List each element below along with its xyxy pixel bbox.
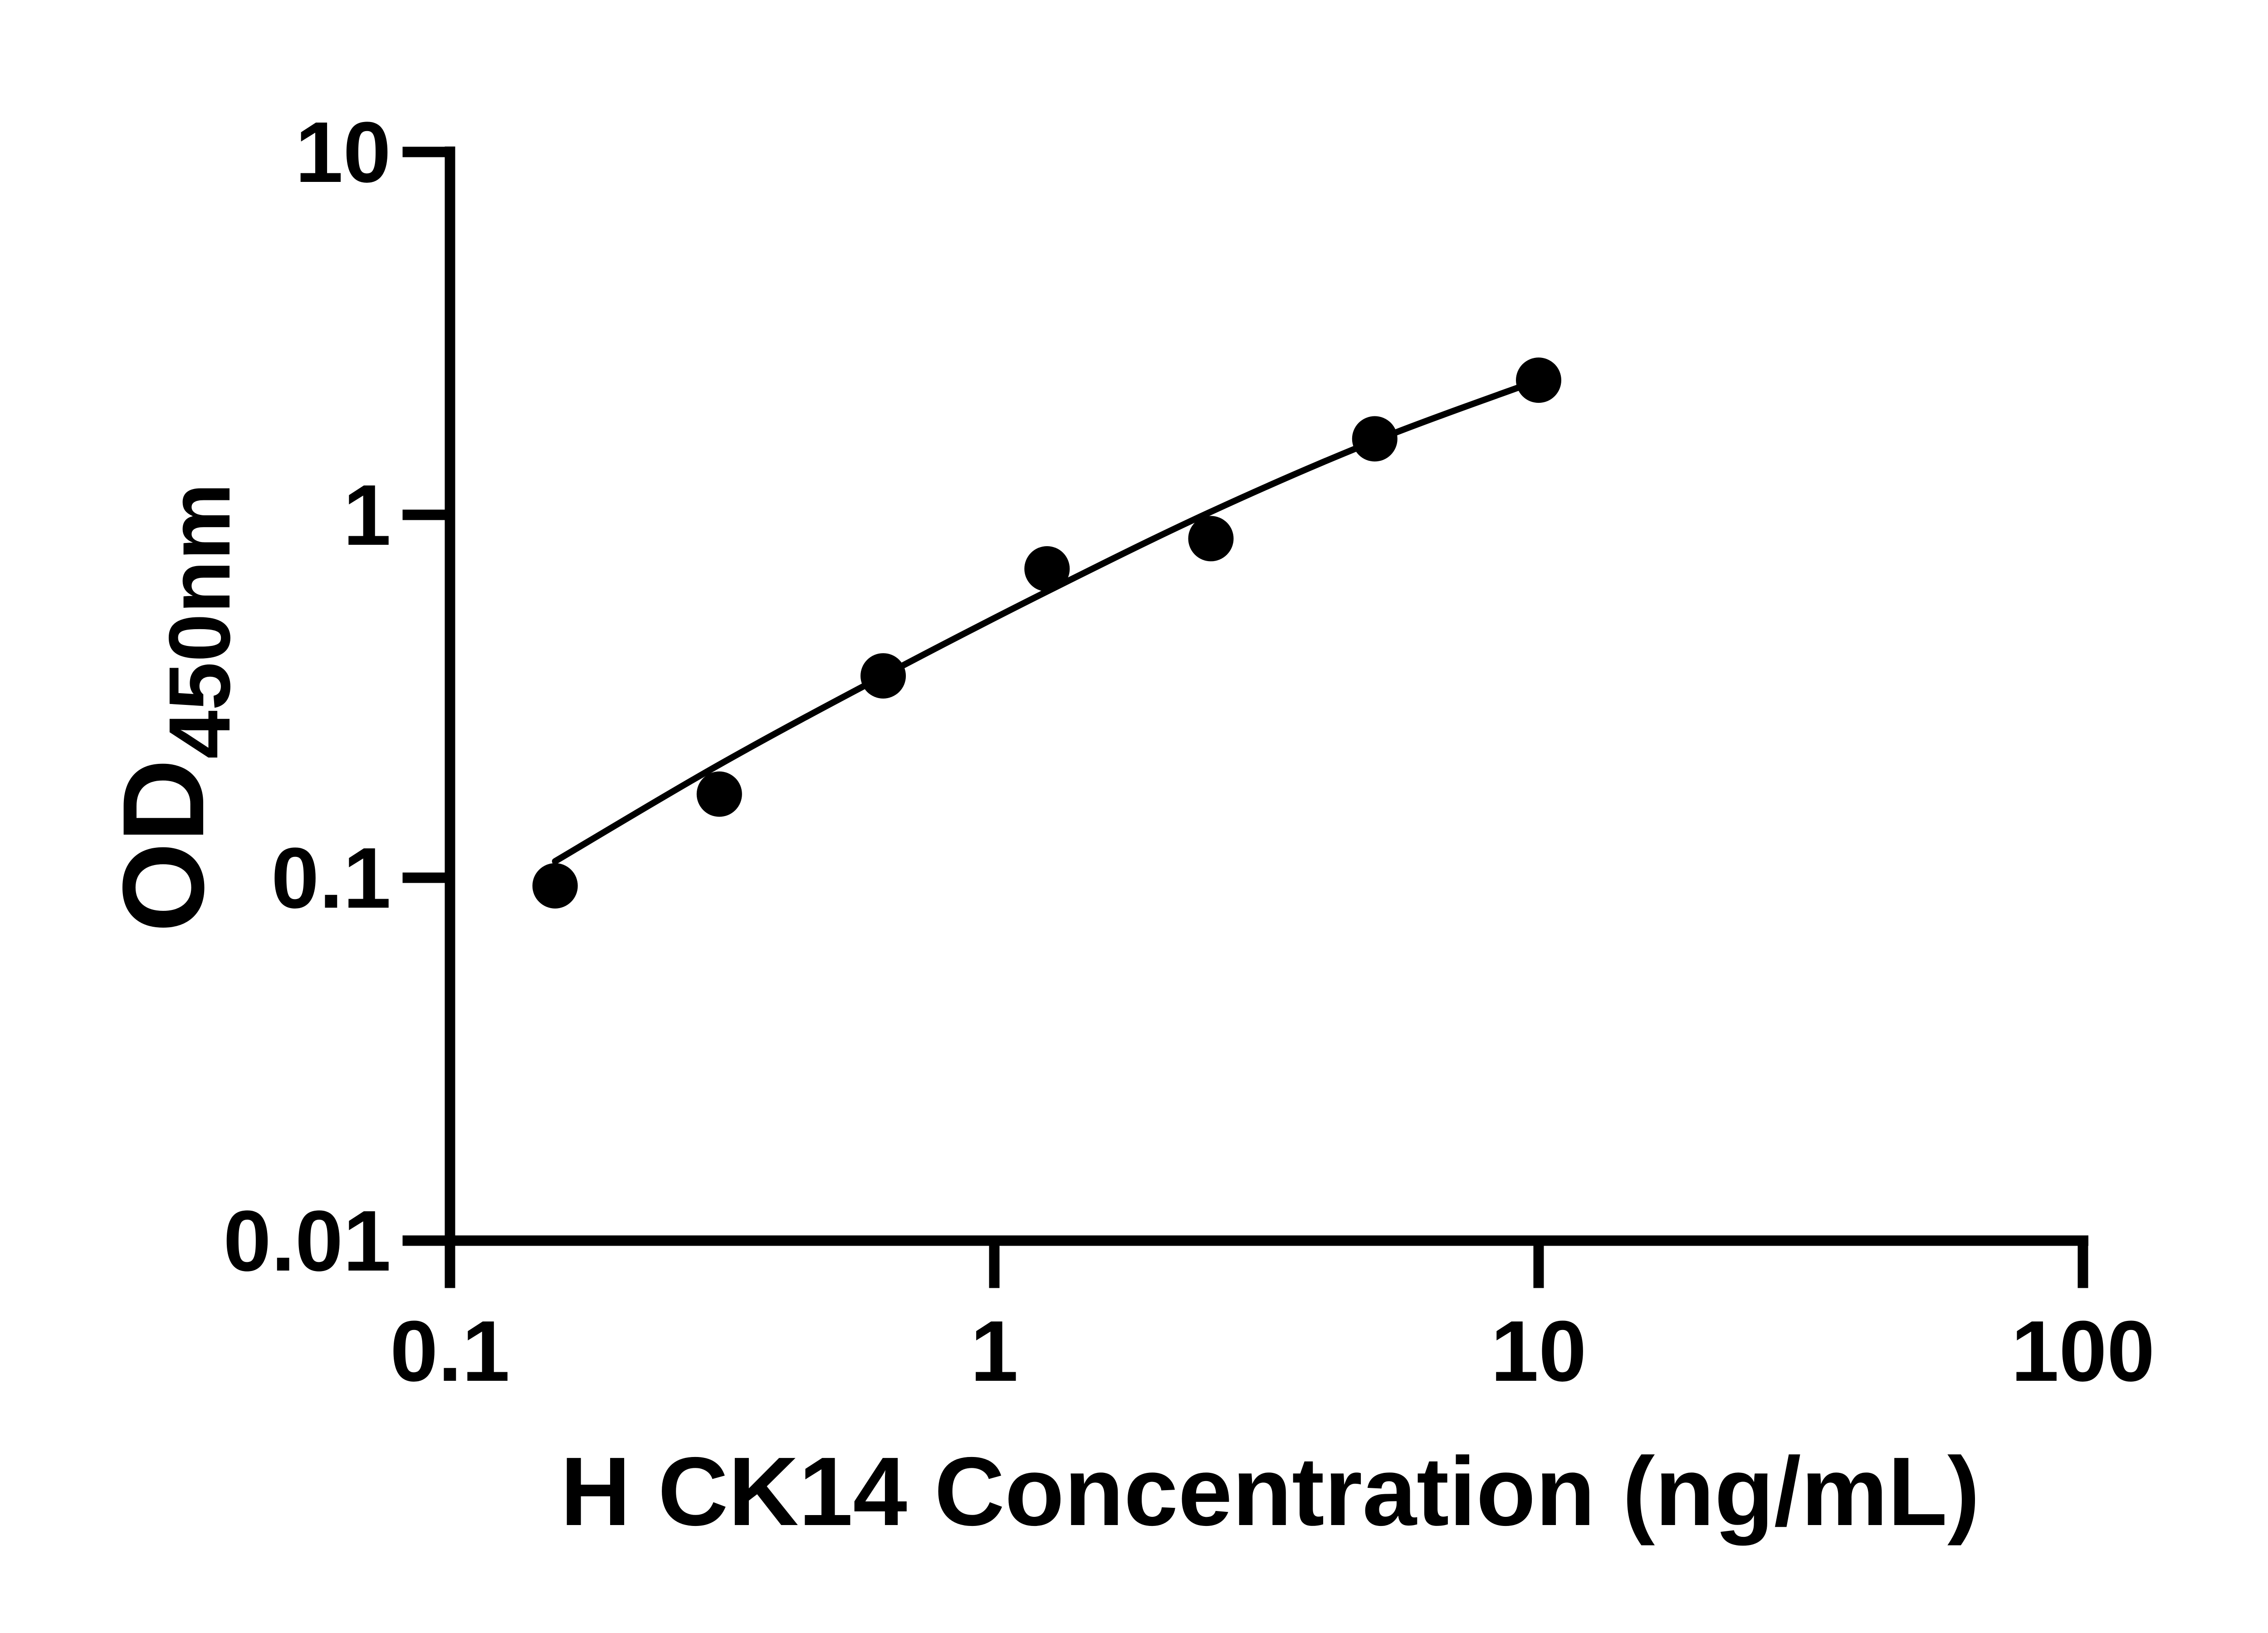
x-axis-title: H CK14 Concentration (ng/mL) xyxy=(560,1437,1980,1546)
y-axis-title-subscript: 450nm xyxy=(151,483,248,759)
y-axis-title-main: OD xyxy=(99,759,228,933)
data-point xyxy=(1516,357,1561,403)
data-point xyxy=(1352,416,1398,462)
x-tick-label: 100 xyxy=(2011,1303,2155,1399)
y-tick-label: 0.1 xyxy=(271,830,391,926)
y-tick-label: 10 xyxy=(295,104,391,200)
data-point xyxy=(860,653,906,699)
x-tick-label: 0.1 xyxy=(390,1303,510,1399)
x-tick-label: 1 xyxy=(970,1303,1018,1399)
x-tick-label: 10 xyxy=(1491,1303,1586,1399)
data-point xyxy=(1188,516,1234,562)
data-point xyxy=(532,863,578,909)
data-point xyxy=(1024,546,1070,592)
y-axis-title: OD450nm xyxy=(99,483,248,933)
data-point xyxy=(696,771,742,817)
plot-area: 0.1 1 10 100 10 1 0.1 0.01 xyxy=(223,104,2155,1399)
y-tick-label: 0.01 xyxy=(223,1193,391,1289)
y-tick-label: 1 xyxy=(343,467,391,563)
